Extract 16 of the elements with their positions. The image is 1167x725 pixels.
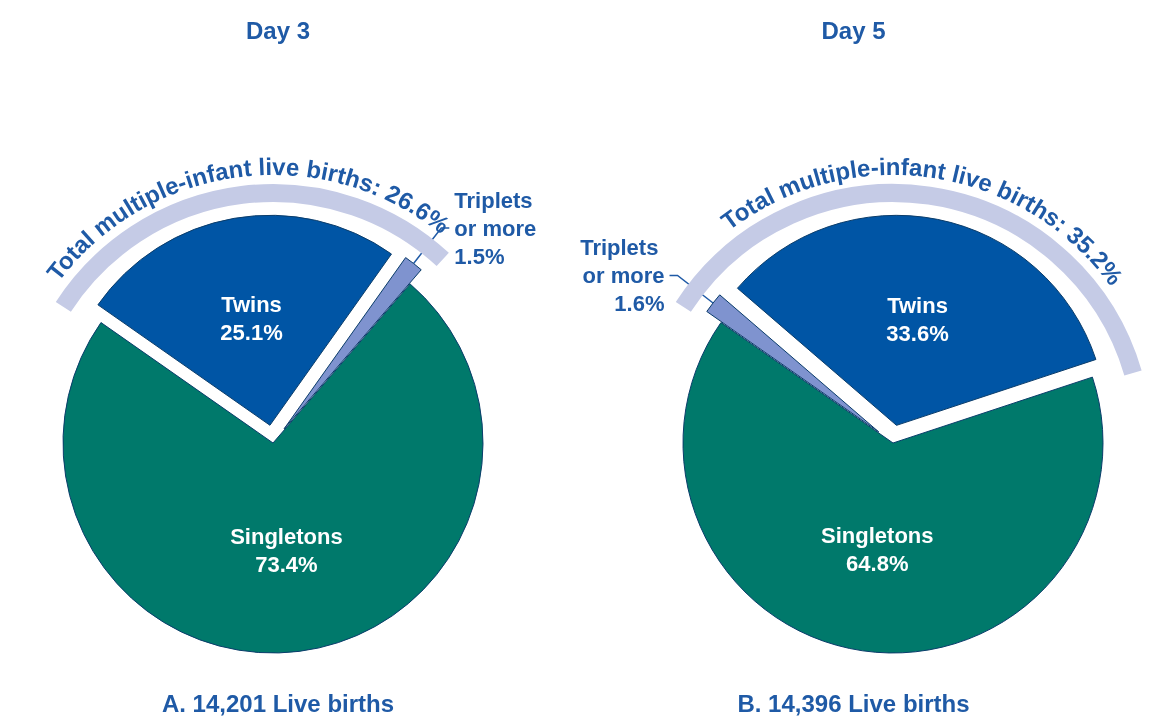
data-label: 73.4% [255,551,318,577]
slice-label: Triplets or more [454,187,539,241]
slice-label: Twins [887,292,948,318]
slice-label: Triplets or more [580,234,665,288]
text: B. 14,396 Live births [737,689,970,717]
slice-label: Singletons [230,523,343,549]
data-label: 25.1% [220,320,283,346]
slice-label: Singletons [821,523,934,549]
data-label: 1.6% [614,290,665,316]
data-label: 33.6% [886,320,949,346]
data-label: 1.5% [454,243,505,269]
slice-label: Twins [221,292,282,318]
chart-title: Day 5 [821,16,886,44]
chart-title: Day 3 [245,16,311,44]
text: A. 14,201 Live births [161,689,395,717]
data-label: 64.8% [846,551,909,577]
